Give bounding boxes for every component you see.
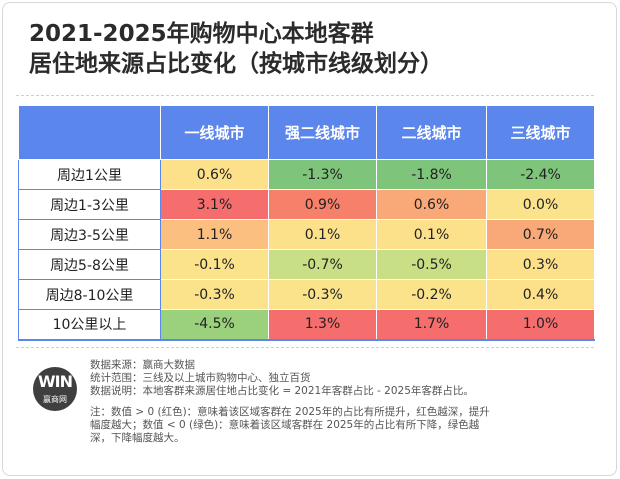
note-footnote: 注：数值 > 0 (红色)：意味着该区域客群在 2025年的占比有所提升，红色越… (90, 406, 490, 444)
logo-mark: WIN (38, 372, 73, 391)
logo-name: 赢商网 (43, 395, 67, 404)
note-scope: 统计范围：三线及以上城市购物中心、独立百货 (90, 372, 311, 384)
table-cell: -1.3% (268, 159, 377, 190)
table-cell: 0.0% (486, 189, 595, 220)
table-row: 10公里以上 -4.5% 1.3% 1.7% 1.0% (18, 309, 595, 341)
table-cell: 0.7% (486, 219, 595, 250)
column-header: 一线城市 (160, 105, 269, 160)
table-cell: -4.5% (160, 309, 269, 341)
title-divider (16, 95, 594, 96)
winshang-logo: WIN 赢商网 (33, 367, 77, 411)
table-cell: 0.4% (486, 279, 595, 310)
header-row: 一线城市 强二线城市 二线城市 三线城市 (18, 105, 595, 160)
table-cell: 1.3% (268, 309, 377, 341)
table-cell: 0.6% (160, 159, 269, 190)
column-header: 强二线城市 (268, 105, 377, 160)
row-label: 周边1公里 (18, 159, 161, 190)
row-label: 周边8-10公里 (18, 279, 161, 310)
chart-title: 2021-2025年购物中心本地客群 居住地来源占比变化（按城市线级划分） (29, 19, 589, 79)
row-label: 周边1-3公里 (18, 189, 161, 220)
table-cell: -0.2% (376, 279, 487, 310)
title-line-2: 居住地来源占比变化（按城市线级划分） (29, 51, 443, 77)
table-row: 周边3-5公里 1.1% 0.1% 0.1% 0.7% (18, 219, 595, 250)
table-cell: 1.0% (486, 309, 595, 341)
table-cell: 0.6% (376, 189, 487, 220)
table-cell: 3.1% (160, 189, 269, 220)
column-header: 三线城市 (486, 105, 595, 160)
table-cell: 0.9% (268, 189, 377, 220)
table-cell: -0.3% (268, 279, 377, 310)
header-corner (18, 105, 161, 160)
table-cell: -1.8% (376, 159, 487, 190)
row-label: 周边3-5公里 (18, 219, 161, 250)
table-cell: -0.7% (268, 249, 377, 280)
table-row: 周边1-3公里 3.1% 0.9% 0.6% 0.0% (18, 189, 595, 220)
table-cell: 1.7% (376, 309, 487, 341)
table-cell: 0.1% (268, 219, 377, 250)
note-explain: 数据说明：本地客群来源居住地占比变化 = 2021年客群占比 - 2025年客群… (90, 385, 474, 397)
table-cell: 0.3% (486, 249, 595, 280)
row-label: 10公里以上 (18, 309, 161, 341)
column-header: 二线城市 (376, 105, 487, 160)
title-line-1: 2021-2025年购物中心本地客群 (29, 21, 374, 47)
table-row: 周边8-10公里 -0.3% -0.3% -0.2% 0.4% (18, 279, 595, 310)
note-source: 数据来源：赢商大数据 (90, 359, 195, 371)
footnotes: 数据来源：赢商大数据 统计范围：三线及以上城市购物中心、独立百货 数据说明：本地… (90, 359, 490, 445)
table-cell: -0.5% (376, 249, 487, 280)
row-label: 周边5-8公里 (18, 249, 161, 280)
table-row: 周边5-8公里 -0.1% -0.7% -0.5% 0.3% (18, 249, 595, 280)
table-row: 周边1公里 0.6% -1.3% -1.8% -2.4% (18, 159, 595, 190)
table-cell: 0.1% (376, 219, 487, 250)
table-cell: -0.1% (160, 249, 269, 280)
footer-divider (16, 347, 594, 348)
data-table: 一线城市 强二线城市 二线城市 三线城市 周边1公里 0.6% -1.3% -1… (18, 105, 595, 341)
table-cell: -0.3% (160, 279, 269, 310)
table-cell: -2.4% (486, 159, 595, 190)
table-cell: 1.1% (160, 219, 269, 250)
